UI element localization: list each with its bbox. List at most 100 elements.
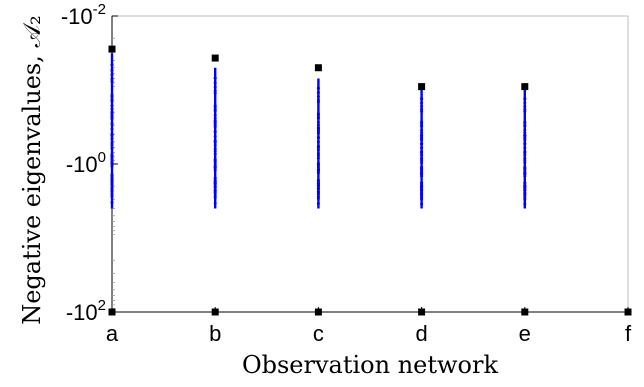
y-tick-label: -102 (66, 297, 106, 325)
eigenvalue-point (213, 185, 217, 189)
max-eigenvalue-marker (521, 83, 529, 91)
eigenvalue-point (110, 186, 114, 190)
eigenvalue-point (316, 144, 320, 148)
eigenvalue-point (523, 121, 527, 125)
data-marks (108, 45, 632, 316)
eigenvalue-point (316, 179, 320, 183)
eigenvalue-point (316, 167, 320, 171)
eigenvalue-point (420, 153, 424, 157)
eigenvalue-point (213, 190, 217, 194)
eigenvalue-point (110, 98, 114, 102)
eigenvalue-point (110, 77, 114, 81)
eigenvalue-point (110, 174, 114, 178)
eigenvalue-point (316, 120, 320, 124)
eigenvalue-point (523, 150, 527, 154)
eigenvalue-point (523, 202, 527, 206)
eigenvalue-point (420, 167, 424, 171)
eigenvalue-point (316, 148, 320, 152)
eigenvalue-point (110, 95, 114, 99)
eigenvalue-point (213, 130, 217, 134)
eigenvalue-point (316, 127, 320, 131)
eigenvalue-point (213, 105, 217, 109)
eigenvalue-point (523, 142, 527, 146)
eigenvalue-point (523, 153, 527, 157)
eigenvalue-point (316, 182, 320, 186)
eigenvalue-point (316, 184, 320, 188)
eigenvalue-point (213, 201, 217, 205)
eigenvalue-point (110, 155, 114, 159)
eigenvalue-point (420, 97, 424, 101)
x-tick-label: f (625, 321, 632, 346)
eigenvalue-point (110, 146, 114, 150)
eigenvalue-point (213, 89, 217, 93)
eigenvalue-point (110, 79, 114, 83)
eigenvalue-point (213, 168, 217, 172)
eigenvalue-point (523, 161, 527, 165)
eigenvalue-point (110, 183, 114, 187)
eigenvalue-point (110, 122, 114, 126)
eigenvalue-point (110, 117, 114, 121)
eigenvalue-point (316, 136, 320, 140)
x-tick-label: a (106, 321, 119, 346)
eigenvalue-point (420, 150, 424, 154)
max-eigenvalue-marker (418, 83, 426, 91)
eigenvalue-point (110, 192, 114, 196)
x-axis-title: Observation network (242, 351, 499, 379)
eigenvalue-point (420, 109, 424, 113)
eigenvalue-point (316, 115, 320, 119)
eigenvalue-point (213, 152, 217, 156)
eigenvalue-point (110, 73, 114, 77)
eigenvalue-point (420, 138, 424, 142)
eigenvalue-point (110, 201, 114, 205)
eigenvalue-point (213, 147, 217, 151)
eigenvalue-point (523, 171, 527, 175)
plot-frame (111, 15, 629, 313)
eigenvalue-point (523, 134, 527, 138)
eigenvalue-point (523, 104, 527, 108)
eigenvalue-point (523, 189, 527, 193)
eigenvalue-point (110, 177, 114, 181)
eigenvalue-point (213, 139, 217, 143)
eigenvalue-point (316, 187, 320, 191)
eigenvalue-point (213, 125, 217, 129)
eigenvalue-point (110, 157, 114, 161)
eigenvalue-point (213, 120, 217, 124)
eigenvalue-point (213, 134, 217, 138)
y-tick-label: -10-2 (61, 1, 106, 29)
eigenvalue-point (523, 101, 527, 105)
eigenvalue-point (420, 193, 424, 197)
max-eigenvalue-marker (314, 64, 322, 72)
eigenvalue-point (420, 121, 424, 125)
eigenvalue-point (523, 174, 527, 178)
eigenvalue-point (316, 86, 320, 90)
eigenvalue-point (110, 143, 114, 147)
x-tick-label: e (519, 321, 531, 346)
eigenvalue-point (110, 195, 114, 199)
eigenvalue-point (523, 138, 527, 142)
eigenvalue-point (420, 182, 424, 186)
eigenvalue-point (420, 189, 424, 193)
eigenvalue-point (316, 98, 320, 102)
eigenvalue-point (420, 104, 424, 108)
eigenvalue-point (316, 151, 320, 155)
max-eigenvalue-marker (211, 54, 219, 62)
eigenvalue-point (110, 63, 114, 67)
eigenvalue-point (523, 128, 527, 132)
eigenvalue-point (213, 160, 217, 164)
eigenvalue-point (420, 142, 424, 146)
eigenvalue-point (316, 163, 320, 167)
y-tick-label: -100 (66, 149, 106, 177)
eigenvalue-point (213, 149, 217, 153)
eigenvalue-point (523, 123, 527, 127)
eigenvalue-point (523, 182, 527, 186)
eigenvalue-point (420, 131, 424, 135)
eigenvalue-point (110, 188, 114, 192)
eigenvalue-point (213, 143, 217, 147)
eigenvalue-point (523, 184, 527, 188)
eigenvalue-point (523, 196, 527, 200)
eigenvalue-point (316, 91, 320, 95)
eigenvalue-point (110, 68, 114, 72)
eigenvalue-point (316, 195, 320, 199)
x-tick-label: d (415, 321, 427, 346)
